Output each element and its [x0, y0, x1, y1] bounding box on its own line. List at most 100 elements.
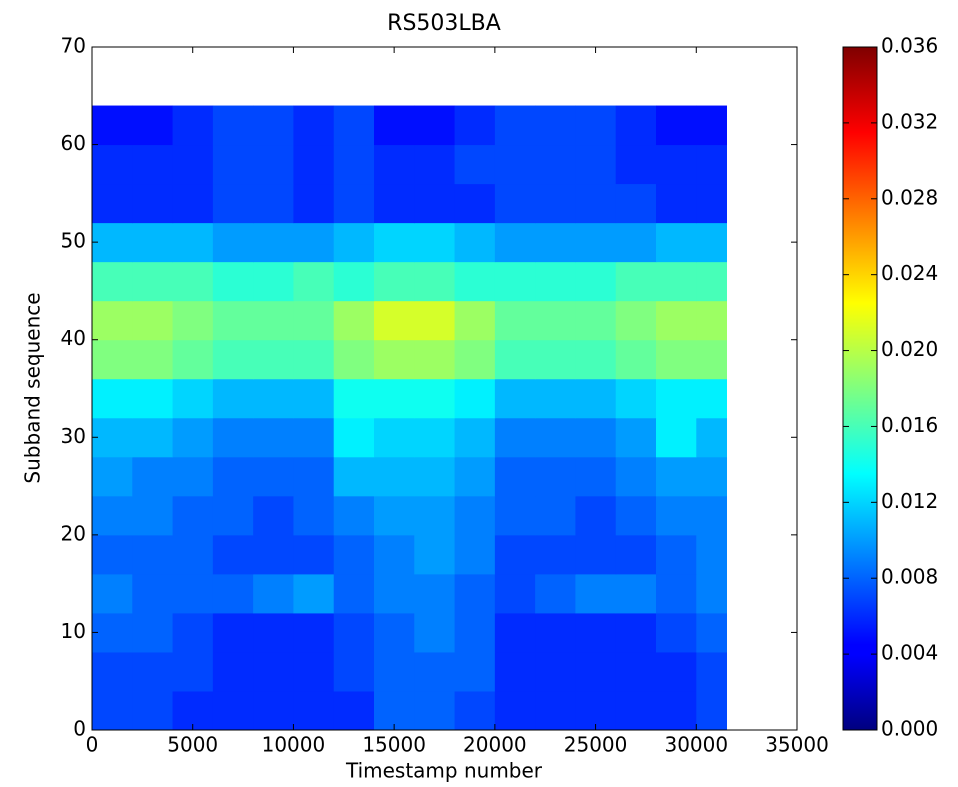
- chart-title: RS503LBA: [387, 11, 501, 36]
- heat-cell: [212, 651, 254, 692]
- heat-cell: [253, 339, 294, 380]
- heat-cell: [615, 300, 657, 341]
- heat-cell: [92, 144, 133, 185]
- heat-cell: [575, 456, 617, 497]
- heat-cell: [333, 339, 375, 380]
- heat-cell: [414, 573, 456, 614]
- heat-cell: [92, 534, 133, 575]
- heat-cell: [494, 690, 536, 731]
- heat-cell: [172, 612, 214, 653]
- heat-cell: [374, 651, 415, 692]
- heat-cell: [333, 417, 375, 458]
- heat-cell: [172, 690, 214, 731]
- heat-cell: [374, 300, 415, 341]
- heat-cell: [132, 261, 174, 302]
- heat-cell: [656, 339, 697, 380]
- heat-cell: [615, 261, 657, 302]
- heat-cell: [575, 534, 617, 575]
- heat-cell: [575, 339, 617, 380]
- heat-cell: [696, 534, 727, 575]
- heat-cell: [92, 456, 133, 497]
- heat-cell: [535, 261, 576, 302]
- heat-cell: [575, 495, 617, 536]
- heat-cell: [656, 612, 697, 653]
- heat-cell: [212, 495, 254, 536]
- heat-cell: [656, 105, 697, 146]
- heat-cell: [253, 612, 294, 653]
- colorbar-tick-label: 0.012: [881, 489, 938, 513]
- heat-cell: [575, 261, 617, 302]
- colorbar-tick-label: 0.028: [881, 185, 938, 209]
- heat-cell: [535, 105, 576, 146]
- heat-cell: [132, 378, 174, 419]
- heat-cell: [333, 573, 375, 614]
- heat-cell: [132, 612, 174, 653]
- heat-cell: [414, 339, 456, 380]
- heat-cell: [253, 651, 294, 692]
- heat-cell: [454, 573, 496, 614]
- heat-cell: [696, 573, 727, 614]
- heat-cell: [253, 378, 294, 419]
- heat-cell: [132, 183, 174, 224]
- heat-cell: [333, 144, 375, 185]
- heat-cell: [172, 339, 214, 380]
- heat-cell: [575, 573, 617, 614]
- heat-cell: [172, 417, 214, 458]
- heat-cell: [454, 651, 496, 692]
- heat-cell: [656, 573, 697, 614]
- x-tick-label: 15000: [362, 733, 426, 757]
- heat-cell: [374, 690, 415, 731]
- heat-cell: [92, 573, 133, 614]
- heat-cell: [253, 183, 294, 224]
- heat-cell: [293, 339, 335, 380]
- heat-cell: [656, 378, 697, 419]
- heat-cell: [374, 105, 415, 146]
- heat-cell: [92, 378, 133, 419]
- y-tick-label: 20: [61, 521, 86, 545]
- heat-cell: [656, 495, 697, 536]
- colorbar: [842, 46, 878, 731]
- heat-cell: [414, 378, 456, 419]
- heat-cell: [293, 534, 335, 575]
- heat-cell: [414, 495, 456, 536]
- heat-cell: [414, 144, 456, 185]
- colorbar-tick-label: 0.032: [881, 109, 938, 133]
- heat-cell: [454, 690, 496, 731]
- heat-cell: [172, 105, 214, 146]
- heat-cell: [253, 690, 294, 731]
- heat-cell: [535, 222, 576, 263]
- heat-cell: [132, 300, 174, 341]
- heat-cell: [656, 534, 697, 575]
- heat-cell: [172, 573, 214, 614]
- heat-cell: [212, 456, 254, 497]
- heat-cell: [575, 378, 617, 419]
- heat-cell: [656, 144, 697, 185]
- heat-cell: [494, 300, 536, 341]
- heat-cell: [132, 417, 174, 458]
- heat-cell: [293, 495, 335, 536]
- heat-cell: [172, 222, 214, 263]
- heat-cell: [293, 456, 335, 497]
- heat-cell: [253, 105, 294, 146]
- heat-cell: [212, 261, 254, 302]
- heat-cell: [253, 573, 294, 614]
- heat-cell: [414, 651, 456, 692]
- heat-cell: [293, 417, 335, 458]
- heat-cell: [494, 612, 536, 653]
- heat-cell: [454, 534, 496, 575]
- heat-cell: [494, 339, 536, 380]
- heat-cell: [212, 573, 254, 614]
- heat-cell: [374, 534, 415, 575]
- heat-cell: [656, 456, 697, 497]
- heat-cell: [172, 183, 214, 224]
- x-tick-label: 5000: [167, 733, 218, 757]
- heat-cell: [92, 651, 133, 692]
- heat-cell: [414, 690, 456, 731]
- heat-cell: [212, 378, 254, 419]
- heat-cell: [293, 183, 335, 224]
- heat-cell: [615, 339, 657, 380]
- y-tick-label: 10: [61, 619, 86, 643]
- heat-cell: [374, 573, 415, 614]
- heat-cell: [575, 612, 617, 653]
